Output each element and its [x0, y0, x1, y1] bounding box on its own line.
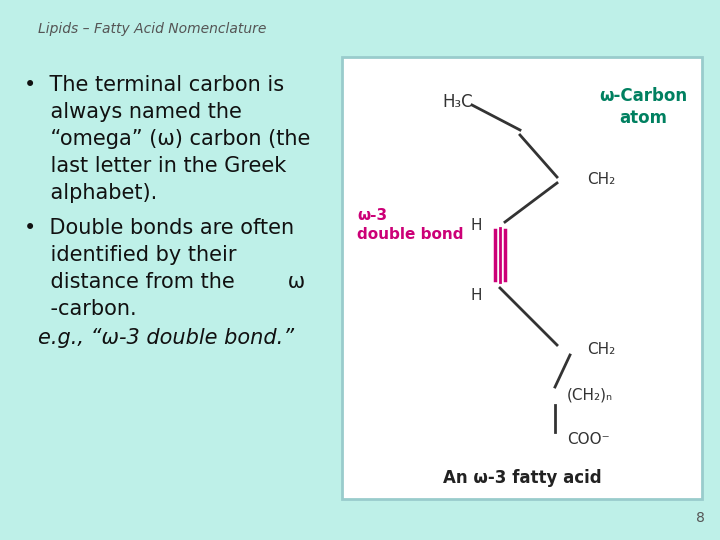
Text: •  The terminal carbon is: • The terminal carbon is — [24, 75, 284, 95]
Text: H: H — [470, 218, 482, 233]
Text: last letter in the Greek: last letter in the Greek — [24, 156, 287, 176]
Text: •  Double bonds are often: • Double bonds are often — [24, 218, 294, 238]
Text: ω-3
double bond: ω-3 double bond — [357, 208, 464, 242]
Text: “omega” (ω) carbon (the: “omega” (ω) carbon (the — [24, 129, 310, 149]
Text: identified by their: identified by their — [24, 245, 236, 265]
FancyBboxPatch shape — [342, 57, 702, 500]
Text: -carbon.: -carbon. — [24, 299, 137, 319]
Text: 8: 8 — [696, 511, 705, 525]
Text: alphabet).: alphabet). — [24, 183, 157, 203]
Text: An ω-3 fatty acid: An ω-3 fatty acid — [443, 469, 601, 488]
Text: Lipids – Fatty Acid Nomenclature: Lipids – Fatty Acid Nomenclature — [38, 22, 266, 36]
Text: always named the: always named the — [24, 102, 242, 122]
Text: e.g., “ω-3 double bond.”: e.g., “ω-3 double bond.” — [38, 328, 294, 348]
Text: CH₂: CH₂ — [587, 172, 616, 187]
Text: H: H — [470, 287, 482, 302]
Text: COO⁻: COO⁻ — [567, 433, 610, 448]
Text: (CH₂)ₙ: (CH₂)ₙ — [567, 388, 613, 402]
Text: CH₂: CH₂ — [587, 342, 616, 357]
Text: ω-Carbon
atom: ω-Carbon atom — [599, 87, 687, 127]
Text: H₃C: H₃C — [443, 93, 473, 111]
Text: distance from the        ω: distance from the ω — [24, 272, 305, 292]
